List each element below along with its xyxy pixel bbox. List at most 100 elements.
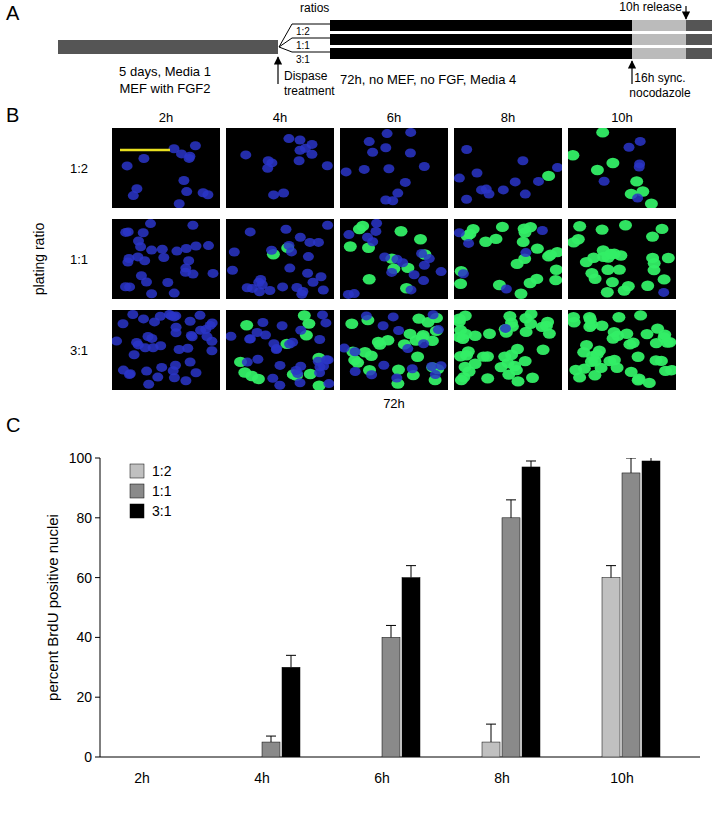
nucleus xyxy=(382,129,393,138)
error-bar xyxy=(506,500,516,518)
brdu-nucleus xyxy=(252,374,265,384)
column-header: 2h xyxy=(159,110,173,125)
nucleus xyxy=(392,189,403,198)
nucleus xyxy=(343,230,354,239)
micrograph-background xyxy=(340,310,448,390)
error-bar-stem xyxy=(411,566,412,578)
brdu-nucleus xyxy=(573,221,586,231)
micrograph-background xyxy=(226,128,334,208)
nucleus xyxy=(419,261,430,270)
brdu-nucleus xyxy=(519,356,532,366)
y-tick xyxy=(95,757,100,758)
column-header: 8h xyxy=(501,110,515,125)
error-bar-stem xyxy=(491,724,492,742)
micrograph-background xyxy=(112,310,220,390)
nucleus xyxy=(127,310,138,319)
nucleus xyxy=(120,282,131,291)
y-tick-label: 100 xyxy=(69,450,93,466)
brdu-nucleus xyxy=(588,370,601,380)
nucleus xyxy=(306,150,317,159)
column-header: 4h xyxy=(273,110,287,125)
nucleus xyxy=(229,248,240,257)
error-bar-stem xyxy=(391,625,392,637)
brdu-nucleus xyxy=(646,231,659,241)
micrograph-background xyxy=(340,128,448,208)
culture-bar xyxy=(330,20,632,31)
nucleus xyxy=(302,269,313,278)
bar xyxy=(362,757,380,758)
micrograph xyxy=(568,310,676,390)
nucleus xyxy=(149,317,160,326)
error-bar xyxy=(266,736,276,742)
nucleus xyxy=(242,358,253,367)
x-tick-label: 10h xyxy=(610,770,633,786)
nucleus xyxy=(138,228,149,237)
micrograph xyxy=(226,219,334,299)
nucleus xyxy=(131,338,142,347)
y-tick-label: 40 xyxy=(76,629,92,645)
nucleus xyxy=(146,246,157,255)
panel-label: C xyxy=(6,414,20,436)
brdu-nucleus xyxy=(655,356,668,366)
brdu-nucleus xyxy=(591,165,604,175)
error-bar-stem xyxy=(511,500,512,518)
brdu-nucleus xyxy=(596,321,609,331)
nucleus xyxy=(658,288,669,297)
nucleus xyxy=(143,380,154,389)
nucleus xyxy=(379,253,390,262)
y-tick-label: 20 xyxy=(76,689,92,705)
nucleus xyxy=(190,141,201,150)
x-tick-label: 8h xyxy=(494,770,510,786)
ratios-title: ratios xyxy=(300,1,329,15)
nucleus xyxy=(252,355,263,364)
nucleus xyxy=(191,242,202,251)
brdu-nucleus xyxy=(459,311,472,321)
micrograph-background xyxy=(568,128,676,208)
nucleus xyxy=(202,190,213,199)
nucleus xyxy=(191,368,202,377)
nucleus xyxy=(386,268,397,277)
sync-arrow xyxy=(631,61,632,84)
micrograph xyxy=(340,310,448,390)
nucleus xyxy=(267,374,278,383)
nucleus xyxy=(162,278,173,287)
error-bar-cap xyxy=(386,625,396,626)
nucleus xyxy=(370,227,381,236)
culture-bar xyxy=(330,48,632,59)
nucleus xyxy=(180,376,191,385)
brdu-nucleus xyxy=(606,277,619,287)
nucleus xyxy=(271,344,282,353)
nucleus xyxy=(227,266,238,275)
nucleus xyxy=(510,177,521,186)
error-bar-cap xyxy=(526,460,536,461)
brdu-nucleus xyxy=(348,355,361,365)
nucleus xyxy=(323,355,334,364)
micrograph xyxy=(112,219,220,299)
row-label: 1:1 xyxy=(70,252,88,267)
brdu-nucleus xyxy=(632,352,645,362)
nucleus xyxy=(599,177,610,186)
nucleus xyxy=(380,143,391,152)
brdu-nucleus xyxy=(632,375,645,385)
nucleus xyxy=(131,184,142,193)
micrograph xyxy=(568,219,676,299)
nucleus xyxy=(146,289,157,298)
bar xyxy=(142,757,160,758)
brdu-nucleus xyxy=(395,226,408,236)
bar xyxy=(162,757,180,758)
row-label: 1:2 xyxy=(70,161,88,176)
error-bar-cap xyxy=(506,499,516,500)
nucleus xyxy=(245,334,256,343)
nucleus xyxy=(350,367,361,376)
culture-bar xyxy=(330,34,632,45)
brdu-nucleus xyxy=(643,378,656,388)
error-bar-stem xyxy=(651,458,652,461)
error-bar xyxy=(626,458,636,473)
micrograph xyxy=(340,219,448,299)
nucleus xyxy=(476,185,487,194)
error-bar-cap xyxy=(626,458,636,459)
nucleus xyxy=(260,331,271,340)
y-axis-label: percent BrdU positive nuclei xyxy=(44,514,61,701)
brdu-nucleus xyxy=(641,329,654,339)
nucleus xyxy=(350,347,361,356)
